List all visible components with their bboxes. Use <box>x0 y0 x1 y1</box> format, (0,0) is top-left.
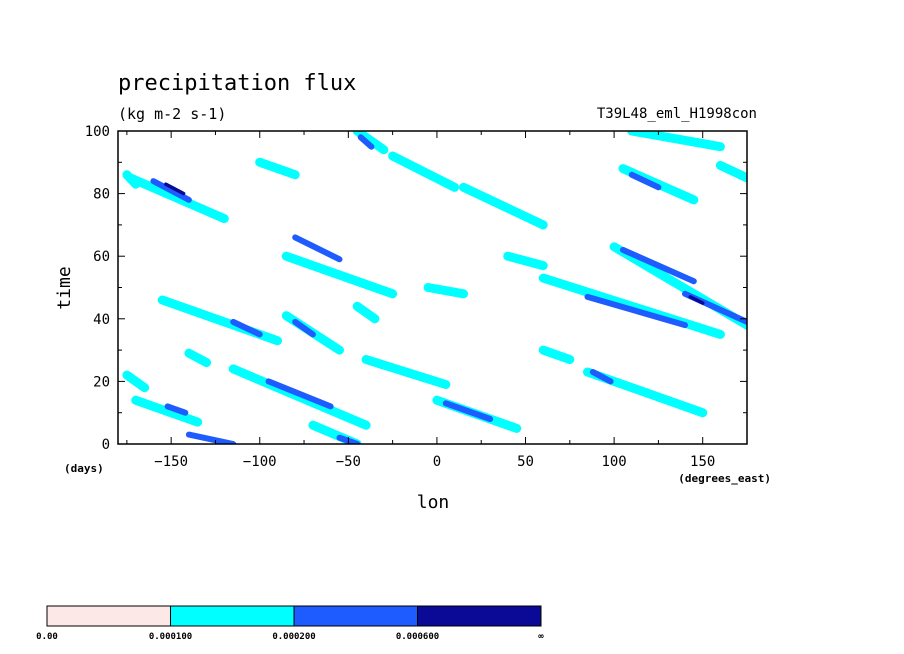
x-units-label: (degrees_east) <box>678 472 771 485</box>
x-tick-label: −150 <box>154 454 188 470</box>
colorbar-label: ∞ <box>538 632 544 642</box>
precip-band-level-1 <box>538 273 725 339</box>
precip-band-level-3 <box>688 295 705 305</box>
precip-band-level-1 <box>538 345 575 364</box>
precip-band-level-1 <box>125 173 229 224</box>
colorbar-swatch <box>417 605 542 627</box>
colorbar-label: 0.00 <box>36 632 58 642</box>
precip-band-level-1 <box>423 283 468 299</box>
y-tick-label: 0 <box>102 437 110 453</box>
colorbar-swatch <box>46 605 171 627</box>
precip-band-level-1 <box>459 182 548 230</box>
precip-band-level-2 <box>292 318 316 338</box>
precip-band-level-2 <box>628 171 662 191</box>
x-tick-label: 150 <box>690 454 715 470</box>
precip-band-level-2 <box>292 234 343 263</box>
precip-band-level-2 <box>265 378 334 410</box>
precip-band-level-1 <box>352 131 389 155</box>
precip-band-level-1 <box>361 355 451 389</box>
precip-band-level-1 <box>131 395 203 427</box>
chart-units: (kg m-2 s-1) <box>118 105 226 123</box>
precip-band-level-2 <box>442 400 494 422</box>
x-tick-label: −100 <box>243 454 277 470</box>
y-tick-label: 40 <box>93 312 110 328</box>
precip-band-level-1 <box>715 160 747 183</box>
x-axis: −150 −100 −50 0 50 100 150 <box>126 131 748 470</box>
x-tick-label: 50 <box>517 454 534 470</box>
precipitation-bands <box>122 131 747 444</box>
precip-band-level-2 <box>150 178 192 203</box>
x-tick-label: 0 <box>433 454 441 470</box>
precip-band-level-1 <box>388 151 460 192</box>
precip-band-level-2 <box>620 246 697 285</box>
y-axis: 0 20 40 60 80 100 <box>85 124 747 453</box>
y-axis-label: time <box>54 266 75 309</box>
precip-band-level-2 <box>164 403 189 416</box>
precip-band-level-1 <box>503 251 548 271</box>
precip-band-level-2 <box>185 431 237 444</box>
precip-band-level-2 <box>584 293 688 329</box>
y-tick-label: 60 <box>93 249 110 265</box>
precip-band-level-2 <box>357 134 375 150</box>
x-axis-label: lon <box>417 492 450 513</box>
x-tick-label: −50 <box>336 454 361 470</box>
y-tick-label: 20 <box>93 374 110 390</box>
experiment-label: T39L48_eml_H1998con <box>597 106 757 122</box>
precip-band-level-1 <box>184 348 212 368</box>
precip-band-level-1 <box>352 301 380 324</box>
chart-title: precipitation flux <box>118 71 356 96</box>
colorbar-label: 0.000200 <box>272 632 315 642</box>
precip-band-level-3 <box>164 182 186 196</box>
y-tick-label: 100 <box>85 124 110 140</box>
precip-band-level-1 <box>122 170 141 189</box>
y-tick-label: 80 <box>93 187 110 203</box>
colorbar-swatch <box>170 605 295 627</box>
precip-band-level-2 <box>230 318 263 338</box>
precip-band-level-1 <box>122 370 150 393</box>
precip-band-level-1 <box>255 157 300 180</box>
y-units-label: (days) <box>64 462 104 475</box>
precip-band-level-2 <box>589 369 614 385</box>
colorbar-swatch <box>293 605 418 627</box>
colorbar-label: 0.000600 <box>396 632 439 642</box>
precip-band-level-1 <box>627 131 725 152</box>
colorbar-label: 0.000100 <box>149 632 192 642</box>
precip-band-level-1 <box>281 251 398 299</box>
x-tick-label: 100 <box>601 454 626 470</box>
colorbar: 0.00 0.000100 0.000200 0.000600 ∞ <box>36 605 544 642</box>
